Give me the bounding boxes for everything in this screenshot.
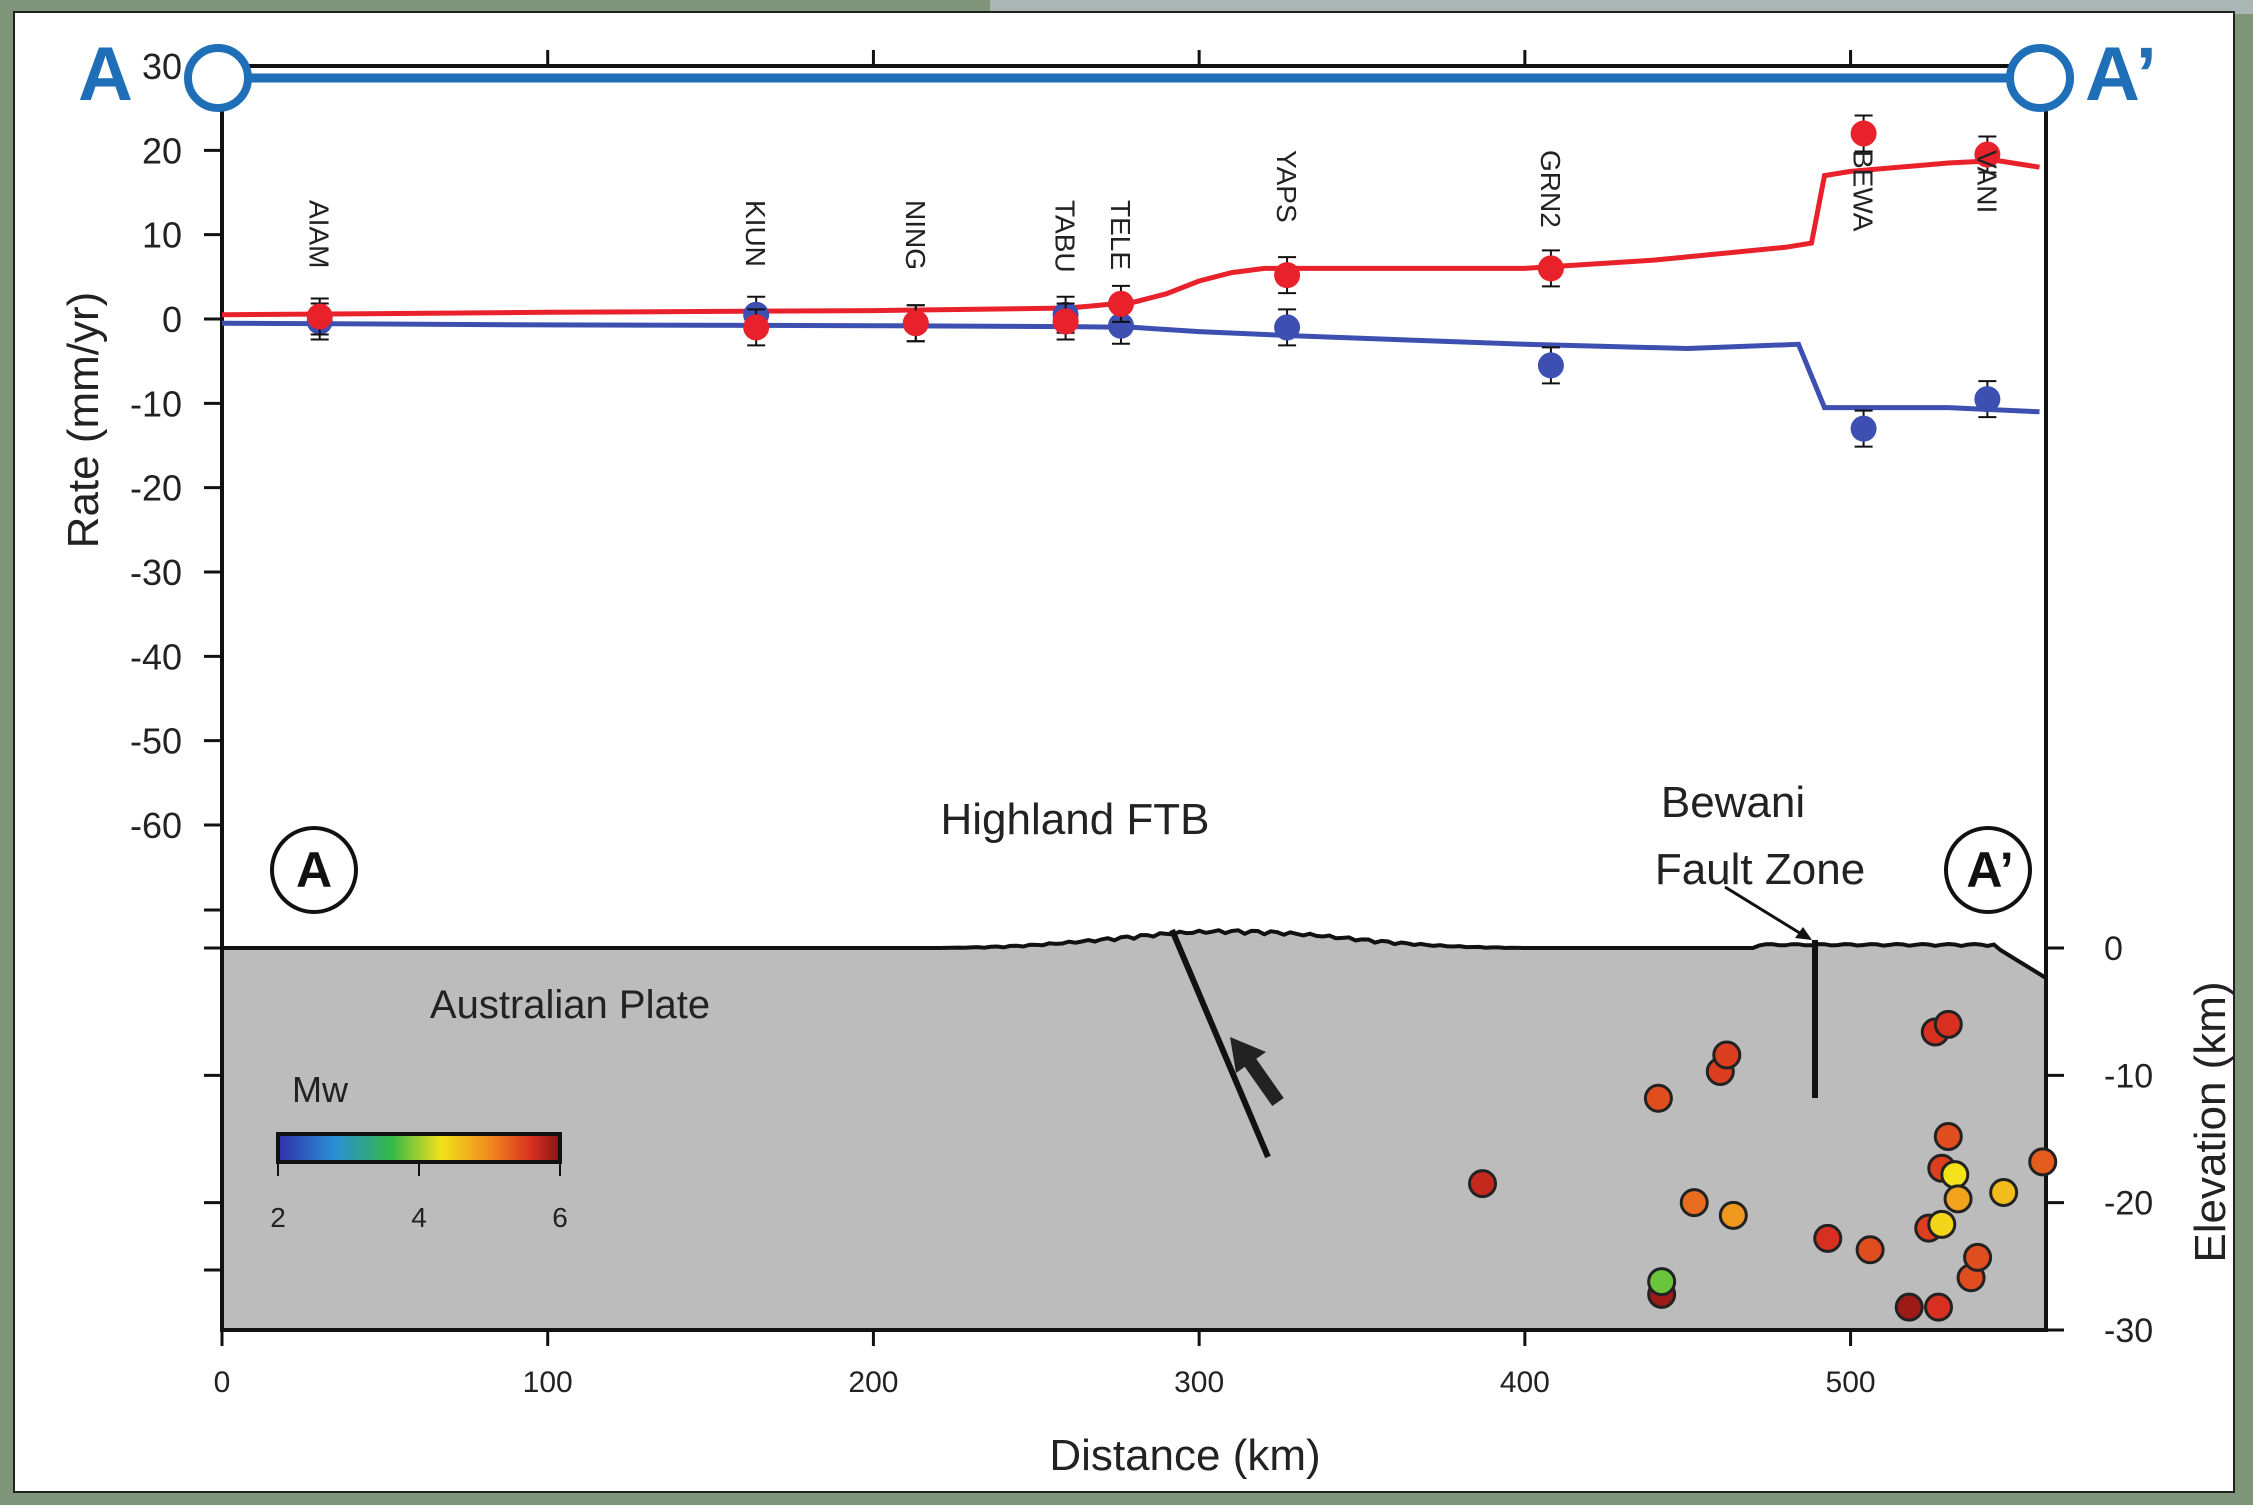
distance-axis-title: Distance (km) [1049, 1431, 1320, 1480]
rate-tick-label: -10 [130, 383, 182, 424]
earthquake-marker [1647, 1267, 1677, 1297]
earthquake-marker [1924, 1292, 1954, 1322]
rate-tick-label: -50 [130, 721, 182, 762]
section-start-letter: A [296, 842, 332, 898]
rate-tick-label: -20 [130, 468, 182, 509]
section-start-circle [270, 826, 358, 914]
earthquake-marker [1468, 1169, 1498, 1199]
east-rate-point [306, 303, 333, 330]
profile-end-marker [2006, 44, 2074, 112]
earthquake-marker [2028, 1147, 2058, 1177]
station-label: YAPS [1271, 150, 1302, 223]
colorbar-tick-label: 2 [270, 1202, 286, 1233]
rate-tick-label: -60 [130, 805, 182, 846]
north-rate-point [1274, 314, 1301, 341]
east-rate-point [1107, 290, 1134, 317]
elevation-tick-label: -20 [2104, 1185, 2153, 1223]
east-rate-point [743, 314, 770, 341]
colorbar-label: Mw [292, 1069, 349, 1110]
earthquake-marker [1989, 1177, 2019, 1207]
crust-section [220, 928, 2048, 1332]
rate-tick-label: 20 [142, 130, 182, 171]
east-rate-point [1052, 308, 1079, 335]
station-label: AIAM [304, 200, 335, 268]
station-label: KIUN [740, 200, 771, 267]
earthquake-marker [1712, 1040, 1742, 1070]
station-label: GRN2 [1535, 150, 1566, 228]
colorbar [276, 1132, 562, 1164]
station-label: BEWA [1848, 150, 1879, 232]
earthquake-markers [1468, 1009, 2058, 1322]
rate-tick-label: -30 [130, 552, 182, 593]
earthquake-marker [1894, 1292, 1924, 1322]
earthquake-marker [1679, 1188, 1709, 1218]
distance-tick-label: 0 [214, 1366, 231, 1399]
elevation-tick-label: 0 [2104, 930, 2123, 968]
earthquake-marker [1933, 1009, 1963, 1039]
profile-start-label: A [78, 32, 133, 117]
earthquake-marker [1927, 1209, 1957, 1239]
earthquake-marker [1940, 1160, 1970, 1190]
rate-tick-label: -40 [130, 636, 182, 677]
north-rate-point [1850, 415, 1877, 442]
station-label: TABU [1050, 200, 1081, 273]
east-rate-point [1850, 120, 1877, 147]
fault-motion-arrow-head [1230, 1037, 1266, 1073]
station-label: NING [900, 200, 931, 270]
rate-tick-label: 10 [142, 215, 182, 256]
earthquake-marker [1855, 1235, 1885, 1265]
east-rate-point [1274, 262, 1301, 289]
distance-tick-label: 100 [523, 1366, 573, 1399]
earthquake-marker [1943, 1184, 1973, 1214]
distance-tick-label: 400 [1500, 1366, 1550, 1399]
earthquake-marker [1933, 1121, 1963, 1151]
section-end-circle [1944, 826, 2032, 914]
east-rate-point [1537, 255, 1564, 282]
highland-fault [1169, 928, 1271, 1159]
distance-tick-label: 200 [848, 1366, 898, 1399]
highland-ftb-label: Highland FTB [940, 795, 1209, 844]
station-label: VANI [1971, 150, 2002, 213]
distance-tick-label: 500 [1826, 1366, 1876, 1399]
elevation-tick-label: -10 [2104, 1057, 2153, 1095]
distance-tick-label: 300 [1174, 1366, 1224, 1399]
north-rate-point [1107, 312, 1134, 339]
station-label: TELE [1105, 200, 1136, 270]
colorbar-tick-label: 6 [552, 1202, 568, 1233]
north-rate-point [1537, 352, 1564, 379]
rate-series: AIAM KIUN NING TABU TELE YAPS GRN2 BEWA VANI [221, 114, 2040, 448]
bewani-arrow-shaft [1724, 885, 1804, 937]
section-profile [220, 928, 2048, 1332]
bewani-arrow-head [1795, 927, 1812, 940]
bewani-label-line1: Bewani [1661, 778, 1805, 827]
rate-tick-label: 0 [162, 299, 182, 340]
elevation-tick-label: -30 [2104, 1312, 2153, 1350]
colorbar-ticks: 2 4 6 [270, 1162, 568, 1233]
earthquake-marker [1718, 1200, 1748, 1230]
rate-tick-label: 30 [142, 46, 182, 87]
north-rate-point [1974, 386, 2001, 413]
east-rate-point [1974, 141, 2001, 168]
profile-end-label: A’ [2085, 32, 2157, 117]
earthquake-marker [1643, 1083, 1673, 1113]
earthquake-marker [1813, 1223, 1843, 1253]
elevation-axis-title: Elevation (km) [2186, 981, 2235, 1262]
east-rate-point [902, 310, 929, 337]
profile-start-marker [184, 44, 252, 112]
section-end-letter: A’ [1966, 842, 2013, 898]
rate-axis-title: Rate (mm/yr) [59, 292, 108, 549]
map-water-strip [990, 0, 2253, 14]
bewani-label-line2: Fault Zone [1655, 845, 1865, 894]
colorbar-tick-label: 4 [411, 1202, 427, 1233]
earthquake-marker [1963, 1242, 1993, 1272]
australian-plate-label: Australian Plate [430, 983, 710, 1027]
